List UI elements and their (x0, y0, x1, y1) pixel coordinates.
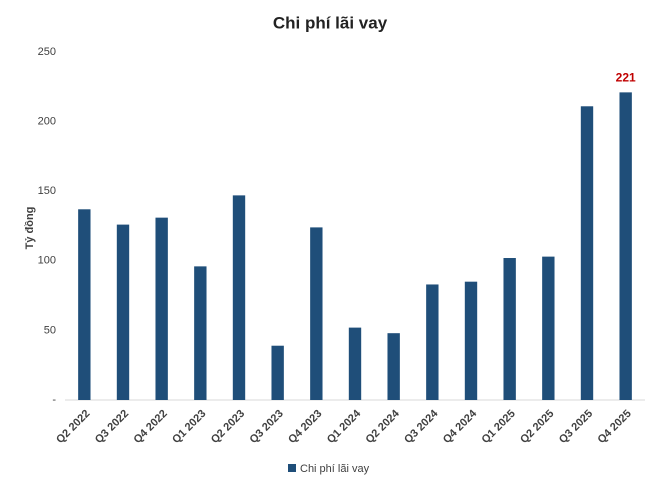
bar (580, 106, 594, 401)
bar (310, 227, 323, 400)
bar (348, 327, 362, 400)
bar (619, 92, 632, 401)
y-tick-label: 100 (38, 255, 56, 267)
x-tick-label: Q1 2023 (170, 408, 208, 446)
x-tick-label: Q3 2023 (248, 408, 286, 446)
x-tick-label: Q4 2023 (286, 408, 324, 446)
x-tick-label: Q2 2024 (364, 407, 403, 446)
y-axis-label: Tỷ đồng (24, 207, 36, 250)
bar (78, 209, 91, 400)
x-tick-label: Q2 2023 (209, 408, 247, 446)
x-tick-label: Q3 2022 (93, 408, 131, 446)
bar (426, 284, 439, 400)
x-tick-label: Q2 2022 (54, 408, 92, 446)
x-tick-label: Q4 2022 (132, 408, 170, 446)
bar (116, 224, 130, 400)
bar (155, 217, 168, 400)
y-tick-label: 50 (44, 324, 56, 336)
legend-label: Chi phí lãi vay (300, 463, 370, 475)
x-tick-label: Q3 2025 (557, 408, 595, 446)
y-tick-label: - (52, 394, 56, 406)
bar (503, 258, 516, 400)
x-tick-label: Q4 2024 (441, 407, 480, 446)
x-tick-label: Q1 2024 (325, 407, 364, 446)
data-label: 221 (616, 71, 636, 85)
bar (232, 195, 246, 400)
bar (194, 266, 207, 400)
bar (464, 281, 478, 400)
legend-swatch (288, 464, 296, 472)
x-tick-label: Q4 2025 (596, 408, 634, 446)
y-tick-label: 250 (38, 46, 56, 58)
x-tick-label: Q2 2025 (518, 408, 556, 446)
bar (387, 333, 400, 400)
bar (542, 256, 555, 400)
x-tick-label: Q3 2024 (402, 407, 441, 446)
x-tick-label: Q1 2025 (480, 408, 518, 446)
chart-title: Chi phí lãi vay (273, 13, 388, 32)
bar (271, 345, 284, 400)
y-tick-label: 150 (38, 185, 56, 197)
y-tick-label: 200 (38, 116, 56, 128)
